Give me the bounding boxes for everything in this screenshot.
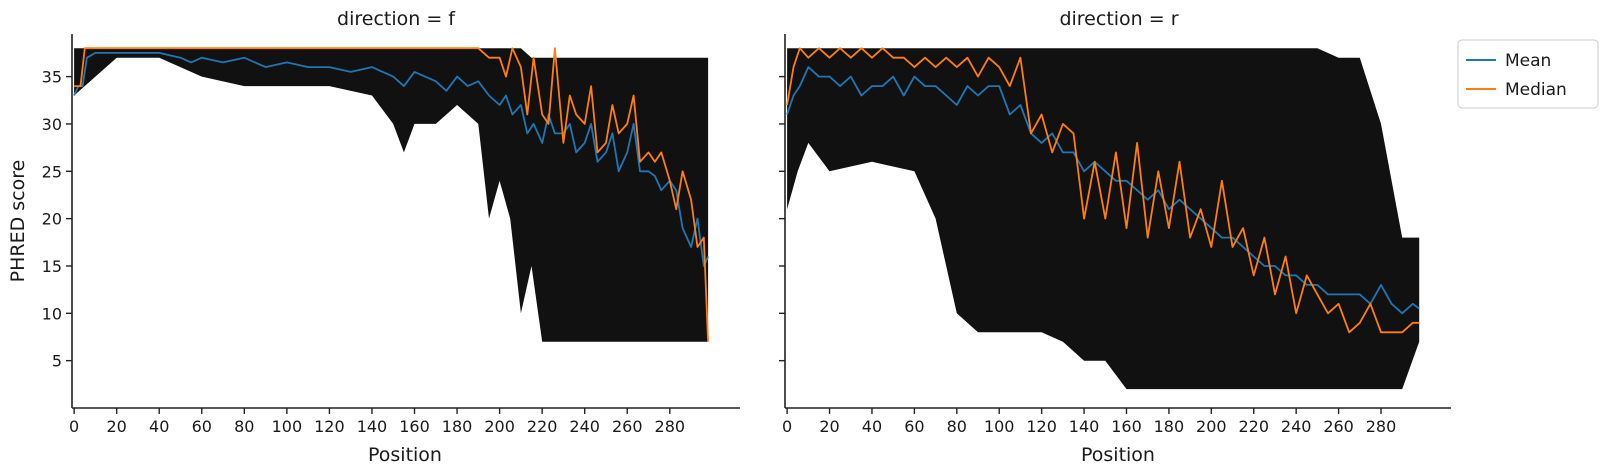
x-tick-label: 220 xyxy=(1238,417,1269,436)
legend-label-mean: Mean xyxy=(1505,51,1551,71)
x-tick-label: 40 xyxy=(149,417,169,436)
series-line-mean xyxy=(73,52,709,267)
x-tick-label: 100 xyxy=(984,417,1015,436)
x-tick-label: 20 xyxy=(106,417,126,436)
min-max-range-area xyxy=(787,48,1420,390)
series-lines-reverse xyxy=(786,47,1420,334)
range-band-reverse xyxy=(787,48,1420,390)
x-tick-label: 100 xyxy=(272,417,303,436)
x-tick-label: 280 xyxy=(655,417,686,436)
y-tick-label: 10 xyxy=(42,304,62,323)
x-tick-label: 200 xyxy=(1196,417,1227,436)
y-axis-label: PHRED score xyxy=(7,160,29,283)
x-tick-label: 0 xyxy=(782,417,792,436)
y-ticks-reverse xyxy=(779,75,785,362)
x-tick-label: 60 xyxy=(904,417,924,436)
series-lines-forward xyxy=(73,47,709,342)
x-tick-label: 40 xyxy=(862,417,882,436)
x-tick-label: 260 xyxy=(612,417,643,436)
y-tick-label: 25 xyxy=(42,162,62,181)
min-max-range-area xyxy=(74,48,709,342)
range-band-forward xyxy=(74,48,709,342)
series-line-median xyxy=(74,47,709,342)
y-tick-label: 5 xyxy=(52,352,62,371)
y-ticks-forward: 5 10 15 20 25 30 35 xyxy=(42,68,72,371)
y-tick-label: 30 xyxy=(42,115,62,134)
x-tick-label: 260 xyxy=(1323,417,1354,436)
panel-title-forward: direction = f xyxy=(337,8,456,30)
x-tick-label: 180 xyxy=(442,417,473,436)
legend: Mean Median xyxy=(1457,39,1599,109)
x-tick-label: 120 xyxy=(1026,417,1057,436)
x-tick-label: 240 xyxy=(569,417,600,436)
x-axis-label-reverse: Position xyxy=(1081,444,1155,466)
panel-forward: direction = f 0 20 40 60 80 100 120 140 160 180 20… xyxy=(7,8,740,466)
x-tick-label: 20 xyxy=(819,417,839,436)
x-tick-label: 160 xyxy=(1111,417,1142,436)
series-line-mean xyxy=(786,66,1420,315)
x-tick-label: 80 xyxy=(947,417,967,436)
x-tick-label: 80 xyxy=(234,417,254,436)
y-tick-label: 35 xyxy=(42,68,62,87)
x-tick-label: 180 xyxy=(1154,417,1185,436)
y-tick-label: 20 xyxy=(42,210,62,229)
x-tick-label: 120 xyxy=(314,417,345,436)
series-line-median xyxy=(786,47,1420,334)
panel-reverse: direction = r 0 20 40 60 80 100 120 140 160 180 20… xyxy=(779,8,1451,466)
legend-label-median: Median xyxy=(1505,80,1567,100)
x-tick-label: 160 xyxy=(399,417,430,436)
panel-title-reverse: direction = r xyxy=(1059,8,1178,30)
x-tick-label: 240 xyxy=(1281,417,1312,436)
x-ticks-forward: 0 20 40 60 80 100 120 140 160 180 200 220 240 260 280 xyxy=(69,408,685,436)
x-tick-label: 280 xyxy=(1366,417,1397,436)
legend-box xyxy=(1457,39,1599,109)
y-tick-label: 15 xyxy=(42,257,62,276)
x-tick-label: 60 xyxy=(192,417,212,436)
x-tick-label: 200 xyxy=(484,417,515,436)
x-axis-label-forward: Position xyxy=(368,444,442,466)
x-tick-label: 140 xyxy=(357,417,388,436)
x-tick-label: 140 xyxy=(1069,417,1100,436)
x-tick-label: 220 xyxy=(527,417,558,436)
x-tick-label: 0 xyxy=(69,417,79,436)
x-ticks-reverse: 0 20 40 60 80 100 120 140 160 180 200 220 240 260 280 xyxy=(782,408,1396,436)
